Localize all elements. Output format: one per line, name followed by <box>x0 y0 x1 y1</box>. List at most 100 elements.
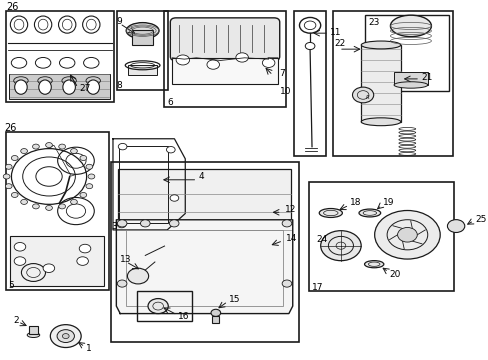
Text: 23: 23 <box>367 18 379 27</box>
Ellipse shape <box>358 209 380 217</box>
Circle shape <box>59 204 65 209</box>
Text: 1: 1 <box>86 344 92 353</box>
Text: 20: 20 <box>389 270 400 279</box>
Bar <box>126 230 283 306</box>
Circle shape <box>62 334 69 339</box>
Bar <box>132 30 153 45</box>
Bar <box>172 58 277 84</box>
Circle shape <box>282 280 291 287</box>
Text: 5: 5 <box>8 281 14 290</box>
Bar <box>118 169 291 234</box>
Circle shape <box>45 206 52 210</box>
Circle shape <box>14 257 26 265</box>
Bar <box>29 326 38 334</box>
Ellipse shape <box>364 261 383 268</box>
Circle shape <box>43 264 55 273</box>
Ellipse shape <box>361 41 400 49</box>
Circle shape <box>117 220 127 227</box>
Text: 2: 2 <box>13 316 19 325</box>
Text: 25: 25 <box>474 215 486 224</box>
Circle shape <box>447 220 464 233</box>
Ellipse shape <box>389 15 430 37</box>
Text: 21: 21 <box>420 73 431 82</box>
Circle shape <box>262 58 274 67</box>
Text: 11: 11 <box>330 28 341 37</box>
Text: 9: 9 <box>116 17 122 26</box>
Bar <box>361 45 400 122</box>
Circle shape <box>211 309 220 316</box>
Bar <box>332 11 452 156</box>
Circle shape <box>86 164 93 169</box>
Circle shape <box>77 257 88 265</box>
Circle shape <box>80 156 86 161</box>
Circle shape <box>282 220 291 227</box>
Circle shape <box>140 220 150 227</box>
Text: 16: 16 <box>178 312 189 321</box>
Bar <box>119 146 167 223</box>
Circle shape <box>50 325 81 347</box>
Text: 3: 3 <box>111 222 117 231</box>
Ellipse shape <box>319 208 342 217</box>
Circle shape <box>5 184 12 189</box>
Text: 10: 10 <box>279 87 291 96</box>
Text: 14: 14 <box>285 234 296 243</box>
Circle shape <box>14 243 26 251</box>
Bar <box>128 64 157 75</box>
Bar <box>10 236 104 286</box>
Text: 6: 6 <box>167 98 173 107</box>
Circle shape <box>45 143 52 148</box>
Circle shape <box>20 199 27 204</box>
Circle shape <box>352 87 373 103</box>
Ellipse shape <box>27 333 40 338</box>
Bar <box>5 132 109 290</box>
Ellipse shape <box>361 118 400 126</box>
Ellipse shape <box>63 80 75 94</box>
Text: 26: 26 <box>4 123 17 133</box>
Bar <box>9 73 110 99</box>
Text: 15: 15 <box>229 295 240 304</box>
Ellipse shape <box>39 80 51 94</box>
Circle shape <box>118 143 127 150</box>
Circle shape <box>11 156 18 161</box>
Ellipse shape <box>87 80 99 94</box>
Ellipse shape <box>15 80 27 94</box>
Circle shape <box>59 144 65 149</box>
Circle shape <box>86 184 93 189</box>
Circle shape <box>20 149 27 154</box>
Circle shape <box>70 199 77 204</box>
Circle shape <box>127 268 148 284</box>
Circle shape <box>206 60 219 69</box>
Bar <box>308 183 453 292</box>
Text: 8: 8 <box>116 81 122 90</box>
Circle shape <box>117 221 126 228</box>
Text: 24: 24 <box>316 235 327 244</box>
Text: 17: 17 <box>311 283 323 292</box>
Circle shape <box>33 204 39 209</box>
Circle shape <box>320 231 361 261</box>
Circle shape <box>169 220 179 227</box>
Text: 7: 7 <box>278 69 284 78</box>
Circle shape <box>235 53 248 62</box>
Circle shape <box>70 149 77 154</box>
Bar <box>163 11 286 108</box>
Circle shape <box>397 228 416 242</box>
Circle shape <box>117 280 127 287</box>
Text: 4: 4 <box>198 172 204 181</box>
Text: 19: 19 <box>383 198 394 207</box>
Circle shape <box>170 195 179 201</box>
Circle shape <box>33 144 39 149</box>
Ellipse shape <box>393 82 427 88</box>
Bar <box>364 15 448 91</box>
Bar <box>212 316 219 323</box>
Text: 12: 12 <box>285 205 296 214</box>
Text: 13: 13 <box>120 256 131 265</box>
Text: R: R <box>365 95 368 99</box>
Polygon shape <box>116 220 292 314</box>
Circle shape <box>79 244 91 253</box>
Ellipse shape <box>126 23 159 39</box>
Bar <box>393 72 427 85</box>
Bar <box>110 162 298 342</box>
Circle shape <box>80 193 86 198</box>
Circle shape <box>3 174 10 179</box>
Circle shape <box>88 174 95 179</box>
